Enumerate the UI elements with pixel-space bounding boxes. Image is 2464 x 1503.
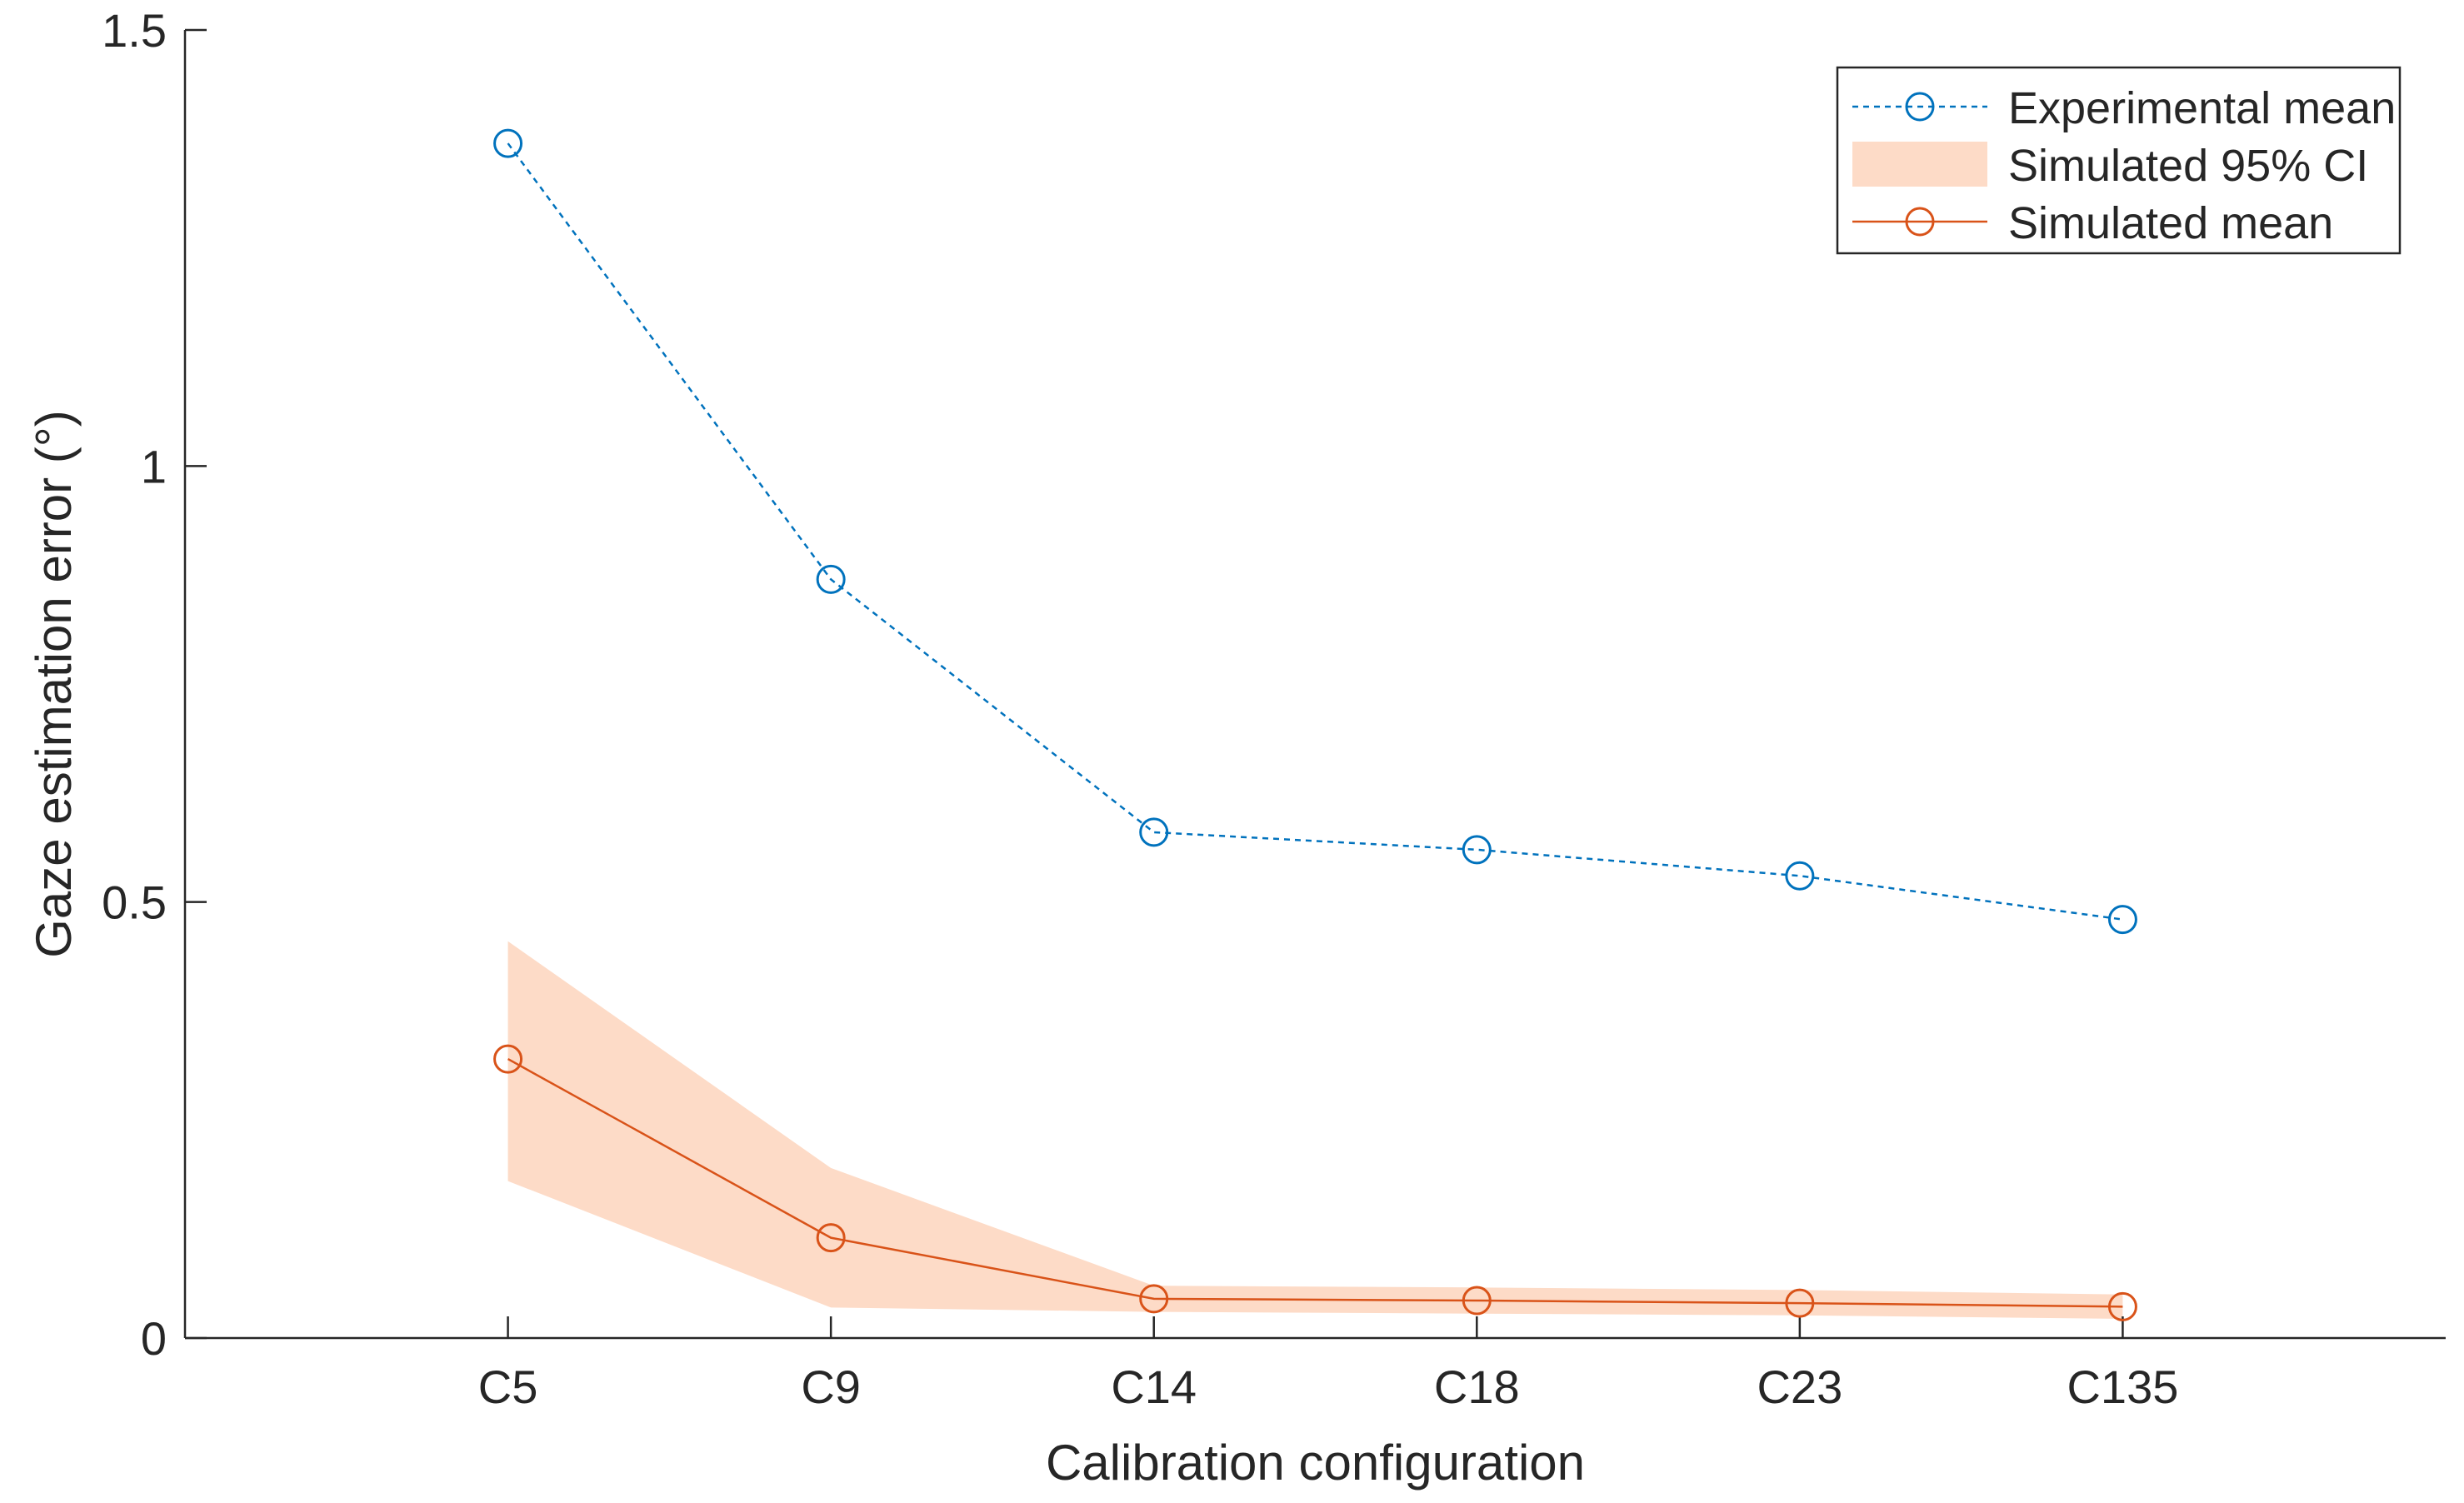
x-tick-label: C9 bbox=[801, 1361, 861, 1413]
data-point-experimental bbox=[1462, 835, 1492, 865]
data-point-experimental bbox=[2107, 905, 2137, 935]
ci-band-layer bbox=[507, 941, 2123, 1319]
series-simulated bbox=[493, 1044, 2137, 1321]
axes-layer bbox=[183, 30, 2446, 1340]
ci-band bbox=[507, 941, 2123, 1319]
y-tick-label: 1.5 bbox=[102, 4, 167, 57]
data-point-experimental bbox=[816, 564, 846, 594]
y-tick-label: 0.5 bbox=[102, 876, 167, 929]
x-tick-label: C18 bbox=[1434, 1361, 1520, 1413]
x-tick-label: C135 bbox=[2067, 1361, 2178, 1413]
x-tick-label: C5 bbox=[478, 1361, 538, 1413]
y-tick-label: 0 bbox=[141, 1312, 167, 1365]
legend-swatch-marker-experimental bbox=[1905, 92, 1935, 122]
legend-label: Simulated 95% CI bbox=[2008, 141, 2368, 191]
legend: Experimental mean Simulated 95% CI Simulat… bbox=[1836, 66, 2402, 255]
data-point-simulated bbox=[1139, 1284, 1169, 1314]
x-tick-label: C23 bbox=[1757, 1361, 1842, 1413]
data-point-simulated bbox=[1785, 1288, 1815, 1318]
series-layer bbox=[493, 128, 2137, 1321]
x-axis-label: Calibration configuration bbox=[1046, 1435, 1585, 1491]
legend-swatch-marker-simulated bbox=[1905, 207, 1935, 237]
y-axis-label: Gaze estimation error (°) bbox=[26, 410, 82, 958]
series-experimental bbox=[493, 128, 2137, 935]
ticks-layer: 0 0.5 1 1.5 C5 C9 C14 C18 C23 C135 bbox=[102, 4, 2178, 1413]
data-point-simulated bbox=[2107, 1291, 2137, 1321]
series-line-simulated bbox=[507, 1057, 2123, 1308]
data-point-simulated bbox=[816, 1223, 846, 1253]
legend-label: Experimental mean bbox=[2008, 83, 2396, 133]
legend-label: Simulated mean bbox=[2008, 198, 2333, 248]
data-point-experimental bbox=[1139, 817, 1169, 847]
y-tick-label: 1 bbox=[141, 440, 167, 492]
data-point-experimental bbox=[1785, 861, 1815, 891]
legend-swatch-ci bbox=[1852, 142, 1987, 187]
x-tick-label: C14 bbox=[1111, 1361, 1197, 1413]
data-point-simulated bbox=[1462, 1286, 1492, 1316]
data-point-experimental bbox=[493, 128, 523, 158]
data-point-simulated bbox=[493, 1044, 523, 1074]
